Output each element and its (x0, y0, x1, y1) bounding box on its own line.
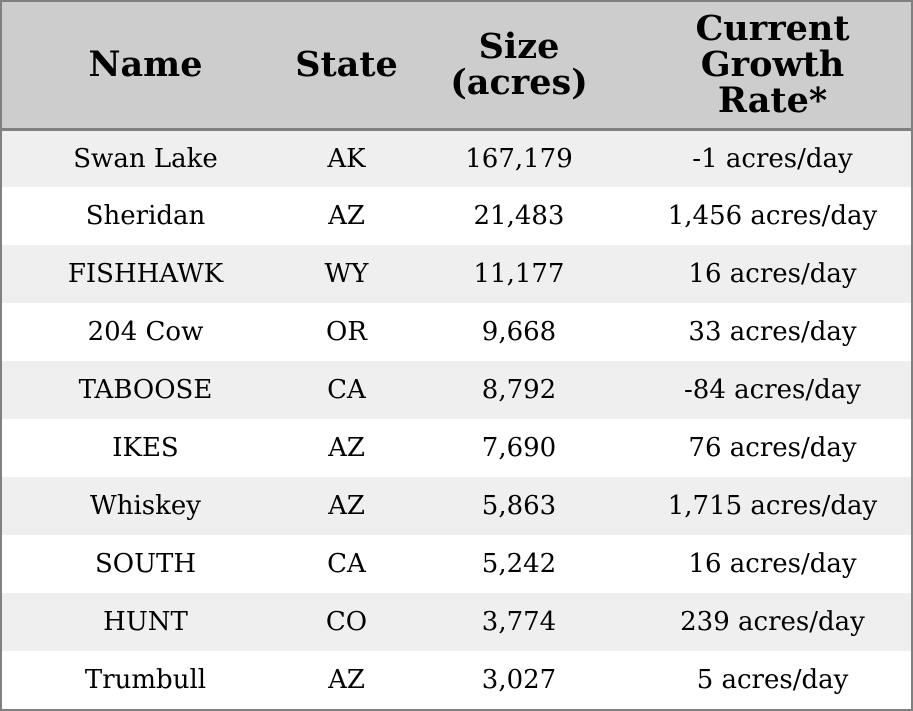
header-row: Name State Size (acres) Current Growth Rate* (2, 2, 911, 131)
table-row: Swan Lake AK 167,179 -1 acres/day (2, 129, 911, 187)
cell-name: HUNT (103, 607, 188, 637)
cell-state: AZ (328, 201, 365, 231)
cell-state: AZ (328, 433, 365, 463)
cell-growth-rate: -1 acres/day (692, 143, 853, 174)
cell-name: Trumbull (84, 665, 207, 695)
column-header-line: Name (88, 43, 203, 85)
column-header-line: (acres) (450, 61, 588, 103)
table-row: 204 Cow OR 9,668 33 acres/day (2, 303, 911, 361)
cell-growth-rate: 1,456 acres/day (667, 201, 878, 231)
column-header-line: State (295, 43, 398, 85)
cell-state: CA (327, 549, 366, 579)
cell-size: 3,027 (481, 665, 557, 695)
table-row: Whiskey AZ 5,863 1,715 acres/day (2, 477, 911, 535)
cell-size: 11,177 (473, 259, 565, 289)
cell-state: OR (326, 317, 367, 347)
cell-name: Swan Lake (73, 143, 218, 174)
cell-state: CA (327, 375, 366, 405)
column-header-line: Growth (700, 43, 845, 85)
cell-size: 167,179 (465, 143, 573, 174)
cell-name: IKES (112, 433, 179, 463)
cell-state: AZ (328, 665, 365, 695)
cell-name: FISHHAWK (67, 259, 224, 289)
column-header-line: Current (695, 7, 850, 49)
table-row: IKES AZ 7,690 76 acres/day (2, 419, 911, 477)
cell-state: AK (327, 143, 366, 174)
cell-growth-rate: 1,715 acres/day (667, 491, 878, 521)
column-header-state: State (289, 2, 404, 131)
table-row: FISHHAWK WY 11,177 16 acres/day (2, 245, 911, 303)
cell-name: TABOOSE (78, 375, 213, 405)
table-row: Trumbull AZ 3,027 5 acres/day (2, 651, 911, 709)
cell-size: 5,242 (481, 549, 557, 579)
cell-growth-rate: 16 acres/day (688, 549, 857, 579)
cell-size: 5,863 (481, 491, 557, 521)
cell-state: AZ (328, 491, 365, 521)
cell-name: Whiskey (90, 491, 201, 521)
table-row: Sheridan AZ 21,483 1,456 acres/day (2, 187, 911, 245)
cell-growth-rate: 5 acres/day (696, 665, 849, 695)
cell-growth-rate: 76 acres/day (688, 433, 857, 463)
cell-size: 8,792 (481, 375, 557, 405)
table-row: SOUTH CA 5,242 16 acres/day (2, 535, 911, 593)
cell-name: SOUTH (94, 549, 197, 579)
table-row: TABOOSE CA 8,792 -84 acres/day (2, 361, 911, 419)
cell-size: 3,774 (481, 607, 557, 637)
column-header-line: Size (478, 25, 560, 67)
column-header-size: Size (acres) (404, 2, 634, 131)
cell-name: 204 Cow (87, 317, 204, 347)
column-header-growth-rate: Current Growth Rate* (634, 2, 911, 131)
cell-size: 21,483 (473, 201, 565, 231)
cell-growth-rate: 239 acres/day (680, 607, 865, 637)
column-header-name: Name (2, 2, 289, 131)
cell-name: Sheridan (85, 201, 206, 231)
cell-state: WY (324, 259, 369, 289)
table-body: Swan Lake AK 167,179 -1 acres/day Sheridan AZ… (2, 129, 911, 709)
cell-state: CO (325, 607, 368, 637)
column-header-line: Rate* (717, 79, 828, 121)
cell-size: 9,668 (481, 317, 557, 347)
table-row: HUNT CO 3,774 239 acres/day (2, 593, 911, 651)
cell-size: 7,690 (481, 433, 557, 463)
cell-growth-rate: 33 acres/day (688, 317, 857, 347)
cell-growth-rate: -84 acres/day (684, 375, 861, 405)
table-header: Name State Size (acres) Current Growth Rate* (2, 2, 911, 131)
cell-growth-rate: 16 acres/day (688, 259, 857, 289)
